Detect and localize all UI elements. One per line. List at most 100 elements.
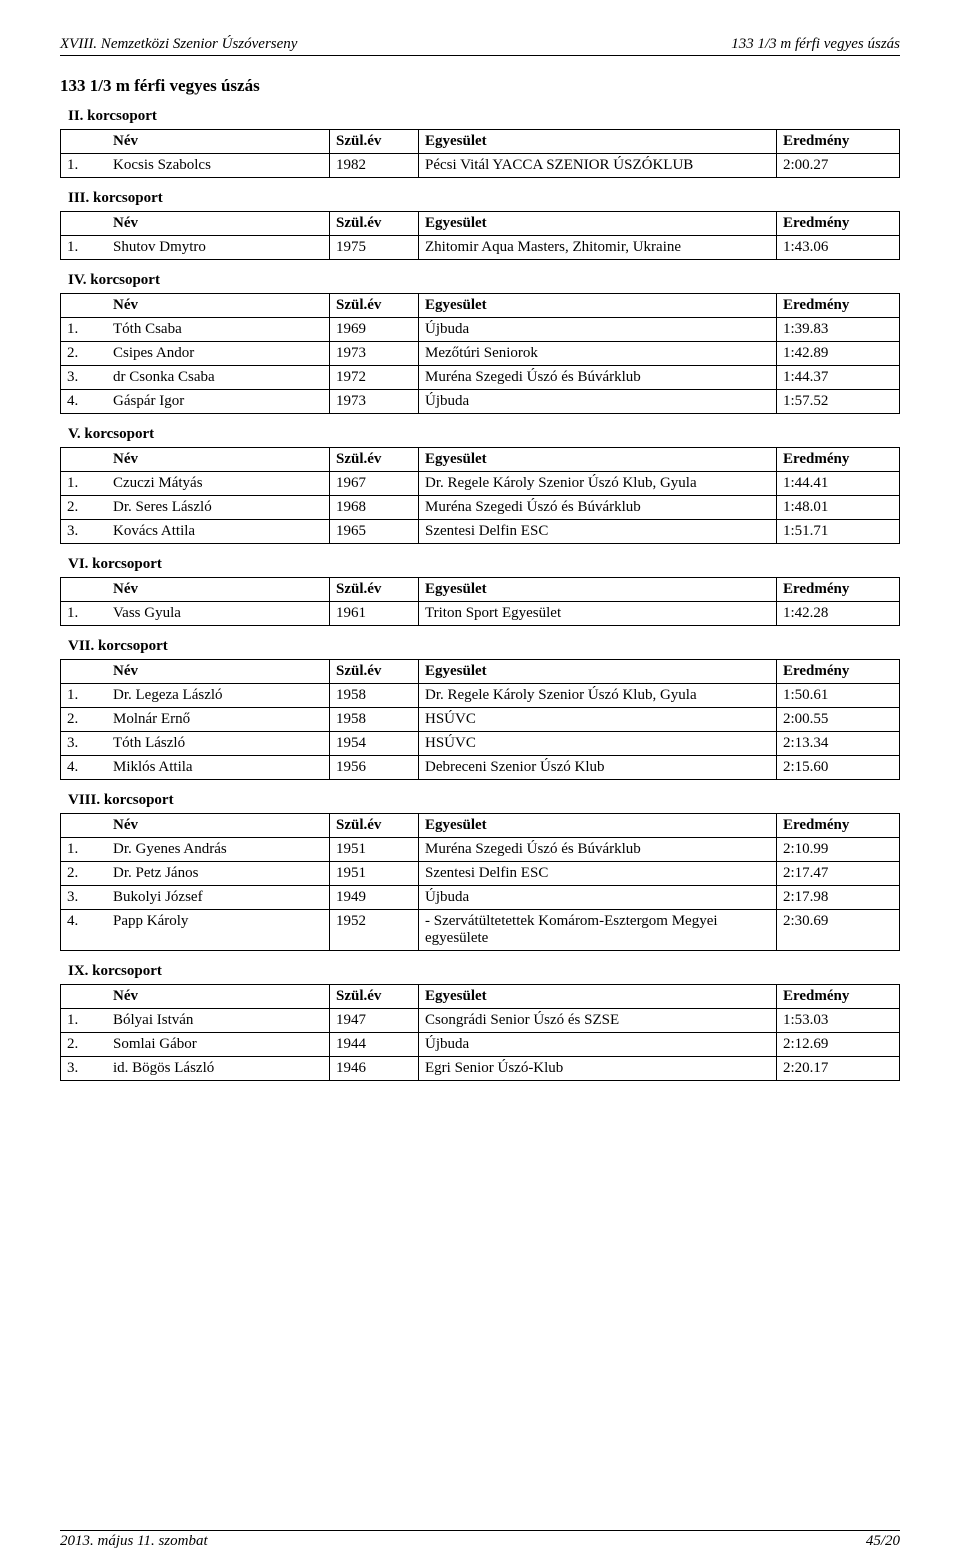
- table-row: 2.Somlai Gábor1944Újbuda2:12.69: [61, 1033, 900, 1057]
- cell-year: 1967: [330, 472, 419, 496]
- cell-year: 1946: [330, 1057, 419, 1081]
- cell-pos: 2.: [61, 342, 108, 366]
- cell-result: 1:43.06: [777, 236, 900, 260]
- col-year-header: Szül.év: [330, 814, 419, 838]
- col-year-header: Szül.év: [330, 130, 419, 154]
- groups-container: II. korcsoportNévSzül.évEgyesületEredmén…: [60, 108, 900, 1081]
- cell-result: 1:50.61: [777, 684, 900, 708]
- cell-pos: 3.: [61, 732, 108, 756]
- results-table: NévSzül.évEgyesületEredmény1.Bólyai Istv…: [60, 984, 900, 1081]
- cell-pos: 2.: [61, 708, 108, 732]
- table-row: 1.Vass Gyula1961Triton Sport Egyesület1:…: [61, 602, 900, 626]
- results-table: NévSzül.évEgyesületEredmény1.Shutov Dmyt…: [60, 211, 900, 260]
- cell-result: 2:00.27: [777, 154, 900, 178]
- cell-pos: 3.: [61, 886, 108, 910]
- table-row: 4.Papp Károly1952- Szervátültetettek Kom…: [61, 910, 900, 951]
- table-row: 3.dr Csonka Csaba1972Muréna Szegedi Úszó…: [61, 366, 900, 390]
- page-footer: 2013. május 11. szombat 45/20: [60, 1530, 900, 1550]
- cell-year: 1958: [330, 708, 419, 732]
- table-row: 2.Csipes Andor1973Mezőtúri Seniorok1:42.…: [61, 342, 900, 366]
- cell-year: 1982: [330, 154, 419, 178]
- header-right: 133 1/3 m férfi vegyes úszás: [731, 36, 900, 53]
- group-label: VIII. korcsoport: [60, 792, 900, 809]
- results-table: NévSzül.évEgyesületEredmény1.Dr. Gyenes …: [60, 813, 900, 951]
- cell-year: 1949: [330, 886, 419, 910]
- cell-club: Újbuda: [419, 886, 777, 910]
- cell-club: Triton Sport Egyesület: [419, 602, 777, 626]
- table-row: 1.Kocsis Szabolcs1982Pécsi Vitál YACCA S…: [61, 154, 900, 178]
- cell-pos: 1.: [61, 1009, 108, 1033]
- cell-result: 1:48.01: [777, 496, 900, 520]
- col-name-header: Név: [107, 985, 330, 1009]
- cell-name: Gáspár Igor: [107, 390, 330, 414]
- table-header-row: NévSzül.évEgyesületEredmény: [61, 814, 900, 838]
- footer-left: 2013. május 11. szombat: [60, 1533, 208, 1550]
- col-result-header: Eredmény: [777, 130, 900, 154]
- cell-club: Újbuda: [419, 1033, 777, 1057]
- cell-pos: 2.: [61, 862, 108, 886]
- col-pos-header: [61, 130, 108, 154]
- col-name-header: Név: [107, 448, 330, 472]
- col-pos-header: [61, 294, 108, 318]
- col-club-header: Egyesület: [419, 294, 777, 318]
- cell-club: Dr. Regele Károly Szenior Úszó Klub, Gyu…: [419, 472, 777, 496]
- cell-pos: 3.: [61, 366, 108, 390]
- cell-year: 1954: [330, 732, 419, 756]
- table-header-row: NévSzül.évEgyesületEredmény: [61, 985, 900, 1009]
- table-row: 1.Shutov Dmytro1975Zhitomir Aqua Masters…: [61, 236, 900, 260]
- cell-name: Vass Gyula: [107, 602, 330, 626]
- col-name-header: Név: [107, 212, 330, 236]
- table-row: 1.Czuczi Mátyás1967Dr. Regele Károly Sze…: [61, 472, 900, 496]
- table-header-row: NévSzül.évEgyesületEredmény: [61, 660, 900, 684]
- cell-result: 1:44.41: [777, 472, 900, 496]
- cell-pos: 2.: [61, 496, 108, 520]
- cell-pos: 1.: [61, 318, 108, 342]
- cell-name: Tóth László: [107, 732, 330, 756]
- cell-pos: 1.: [61, 154, 108, 178]
- cell-name: Czuczi Mátyás: [107, 472, 330, 496]
- table-header-row: NévSzül.évEgyesületEredmény: [61, 578, 900, 602]
- col-club-header: Egyesület: [419, 985, 777, 1009]
- table-row: 4.Gáspár Igor1973Újbuda1:57.52: [61, 390, 900, 414]
- col-year-header: Szül.év: [330, 448, 419, 472]
- cell-name: Dr. Legeza László: [107, 684, 330, 708]
- cell-pos: 1.: [61, 236, 108, 260]
- cell-result: 1:57.52: [777, 390, 900, 414]
- cell-year: 1947: [330, 1009, 419, 1033]
- results-table: NévSzül.évEgyesületEredmény1.Vass Gyula1…: [60, 577, 900, 626]
- cell-club: Egri Senior Úszó-Klub: [419, 1057, 777, 1081]
- table-header-row: NévSzül.évEgyesületEredmény: [61, 294, 900, 318]
- cell-name: Dr. Seres László: [107, 496, 330, 520]
- page-header: XVIII. Nemzetközi Szenior Úszóverseny 13…: [60, 36, 900, 56]
- cell-club: Mezőtúri Seniorok: [419, 342, 777, 366]
- cell-pos: 3.: [61, 1057, 108, 1081]
- cell-year: 1972: [330, 366, 419, 390]
- cell-year: 1952: [330, 910, 419, 951]
- cell-name: Tóth Csaba: [107, 318, 330, 342]
- table-row: 3.Bukolyi József1949Újbuda2:17.98: [61, 886, 900, 910]
- col-result-header: Eredmény: [777, 985, 900, 1009]
- col-name-header: Név: [107, 294, 330, 318]
- col-club-header: Egyesület: [419, 660, 777, 684]
- cell-club: HSÚVC: [419, 708, 777, 732]
- col-pos-header: [61, 660, 108, 684]
- group-label: II. korcsoport: [60, 108, 900, 125]
- cell-club: Zhitomir Aqua Masters, Zhitomir, Ukraine: [419, 236, 777, 260]
- col-name-header: Név: [107, 660, 330, 684]
- results-table: NévSzül.évEgyesületEredmény1.Kocsis Szab…: [60, 129, 900, 178]
- col-result-header: Eredmény: [777, 294, 900, 318]
- cell-year: 1944: [330, 1033, 419, 1057]
- cell-name: Molnár Ernő: [107, 708, 330, 732]
- cell-result: 1:42.28: [777, 602, 900, 626]
- group-label: III. korcsoport: [60, 190, 900, 207]
- col-club-header: Egyesület: [419, 448, 777, 472]
- cell-club: Szentesi Delfin ESC: [419, 862, 777, 886]
- cell-club: Muréna Szegedi Úszó és Búvárklub: [419, 838, 777, 862]
- cell-club: - Szervátültetettek Komárom-Esztergom Me…: [419, 910, 777, 951]
- cell-pos: 4.: [61, 390, 108, 414]
- table-header-row: NévSzül.évEgyesületEredmény: [61, 130, 900, 154]
- col-year-header: Szül.év: [330, 212, 419, 236]
- results-table: NévSzül.évEgyesületEredmény1.Dr. Legeza …: [60, 659, 900, 780]
- cell-pos: 1.: [61, 602, 108, 626]
- cell-year: 1965: [330, 520, 419, 544]
